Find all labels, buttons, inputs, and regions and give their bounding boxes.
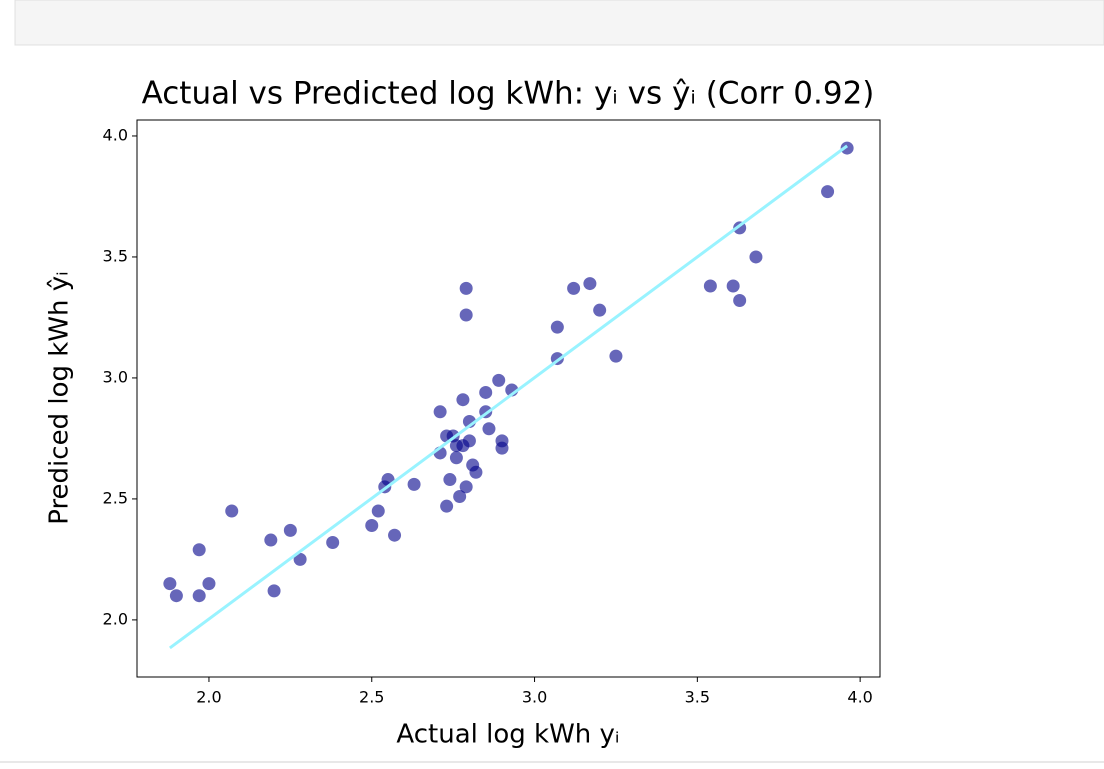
scatter-point bbox=[749, 250, 763, 264]
scatter-point bbox=[459, 308, 473, 322]
scatter-point bbox=[440, 499, 454, 513]
x-axis-label: Actual log kWh yᵢ bbox=[396, 720, 619, 750]
y-tick-label: 2.5 bbox=[103, 488, 128, 507]
scatter-point bbox=[192, 589, 206, 603]
scatter-point bbox=[407, 477, 421, 491]
scatter-point bbox=[443, 473, 457, 487]
scatter-point bbox=[840, 141, 854, 155]
scatter-point bbox=[492, 373, 506, 387]
scatter-point bbox=[163, 577, 177, 591]
scatter-point bbox=[225, 504, 239, 518]
y-tick-label: 4.0 bbox=[103, 125, 128, 144]
scatter-point bbox=[449, 451, 463, 465]
scatter-point bbox=[326, 535, 340, 549]
scatter-point bbox=[169, 589, 183, 603]
scatter-point bbox=[495, 441, 509, 455]
scatter-point bbox=[365, 519, 379, 533]
scatter-point bbox=[567, 281, 581, 295]
scatter-point bbox=[821, 185, 835, 199]
scatter-point bbox=[462, 434, 476, 448]
scatter-point bbox=[726, 279, 740, 293]
y-tick-label: 2.0 bbox=[103, 609, 128, 628]
scatter-point bbox=[456, 393, 470, 407]
scatter-point bbox=[482, 422, 496, 436]
scatter-point bbox=[703, 279, 717, 293]
scatter-point bbox=[371, 504, 385, 518]
scatter-point bbox=[433, 405, 447, 419]
x-tick-label: 3.0 bbox=[522, 688, 547, 707]
scatter-point bbox=[733, 294, 747, 308]
scatter-point bbox=[202, 577, 216, 591]
fit-line bbox=[168, 144, 849, 650]
scatter-point bbox=[550, 320, 564, 334]
code-cell bbox=[14, 0, 1104, 46]
scatter-point bbox=[453, 489, 467, 503]
chart-title: Actual vs Predicted log kWh: yᵢ vs ŷᵢ (C… bbox=[142, 76, 875, 112]
plot-frame bbox=[136, 119, 881, 678]
scatter-point bbox=[283, 523, 297, 537]
scatter-point bbox=[267, 584, 281, 598]
scatter-point bbox=[388, 528, 402, 542]
x-tick-label: 3.5 bbox=[685, 688, 710, 707]
y-axis-label: Prediced log kWh ŷᵢ bbox=[45, 271, 75, 525]
scatter-point bbox=[264, 533, 278, 547]
scatter-point bbox=[459, 281, 473, 295]
scatter-point bbox=[192, 543, 206, 557]
y-tick-label: 3.0 bbox=[103, 367, 128, 386]
scatter-point bbox=[469, 465, 483, 479]
x-tick-label: 4.0 bbox=[847, 688, 872, 707]
scatter-point bbox=[479, 385, 493, 399]
scatter-point bbox=[609, 349, 623, 363]
scatter-point bbox=[583, 277, 597, 291]
y-tick-label: 3.5 bbox=[103, 246, 128, 265]
scatter-point bbox=[593, 303, 607, 317]
x-tick-label: 2.0 bbox=[196, 688, 221, 707]
scatter-point bbox=[459, 480, 473, 494]
scatter-point bbox=[293, 552, 307, 566]
x-tick-label: 2.5 bbox=[359, 688, 384, 707]
